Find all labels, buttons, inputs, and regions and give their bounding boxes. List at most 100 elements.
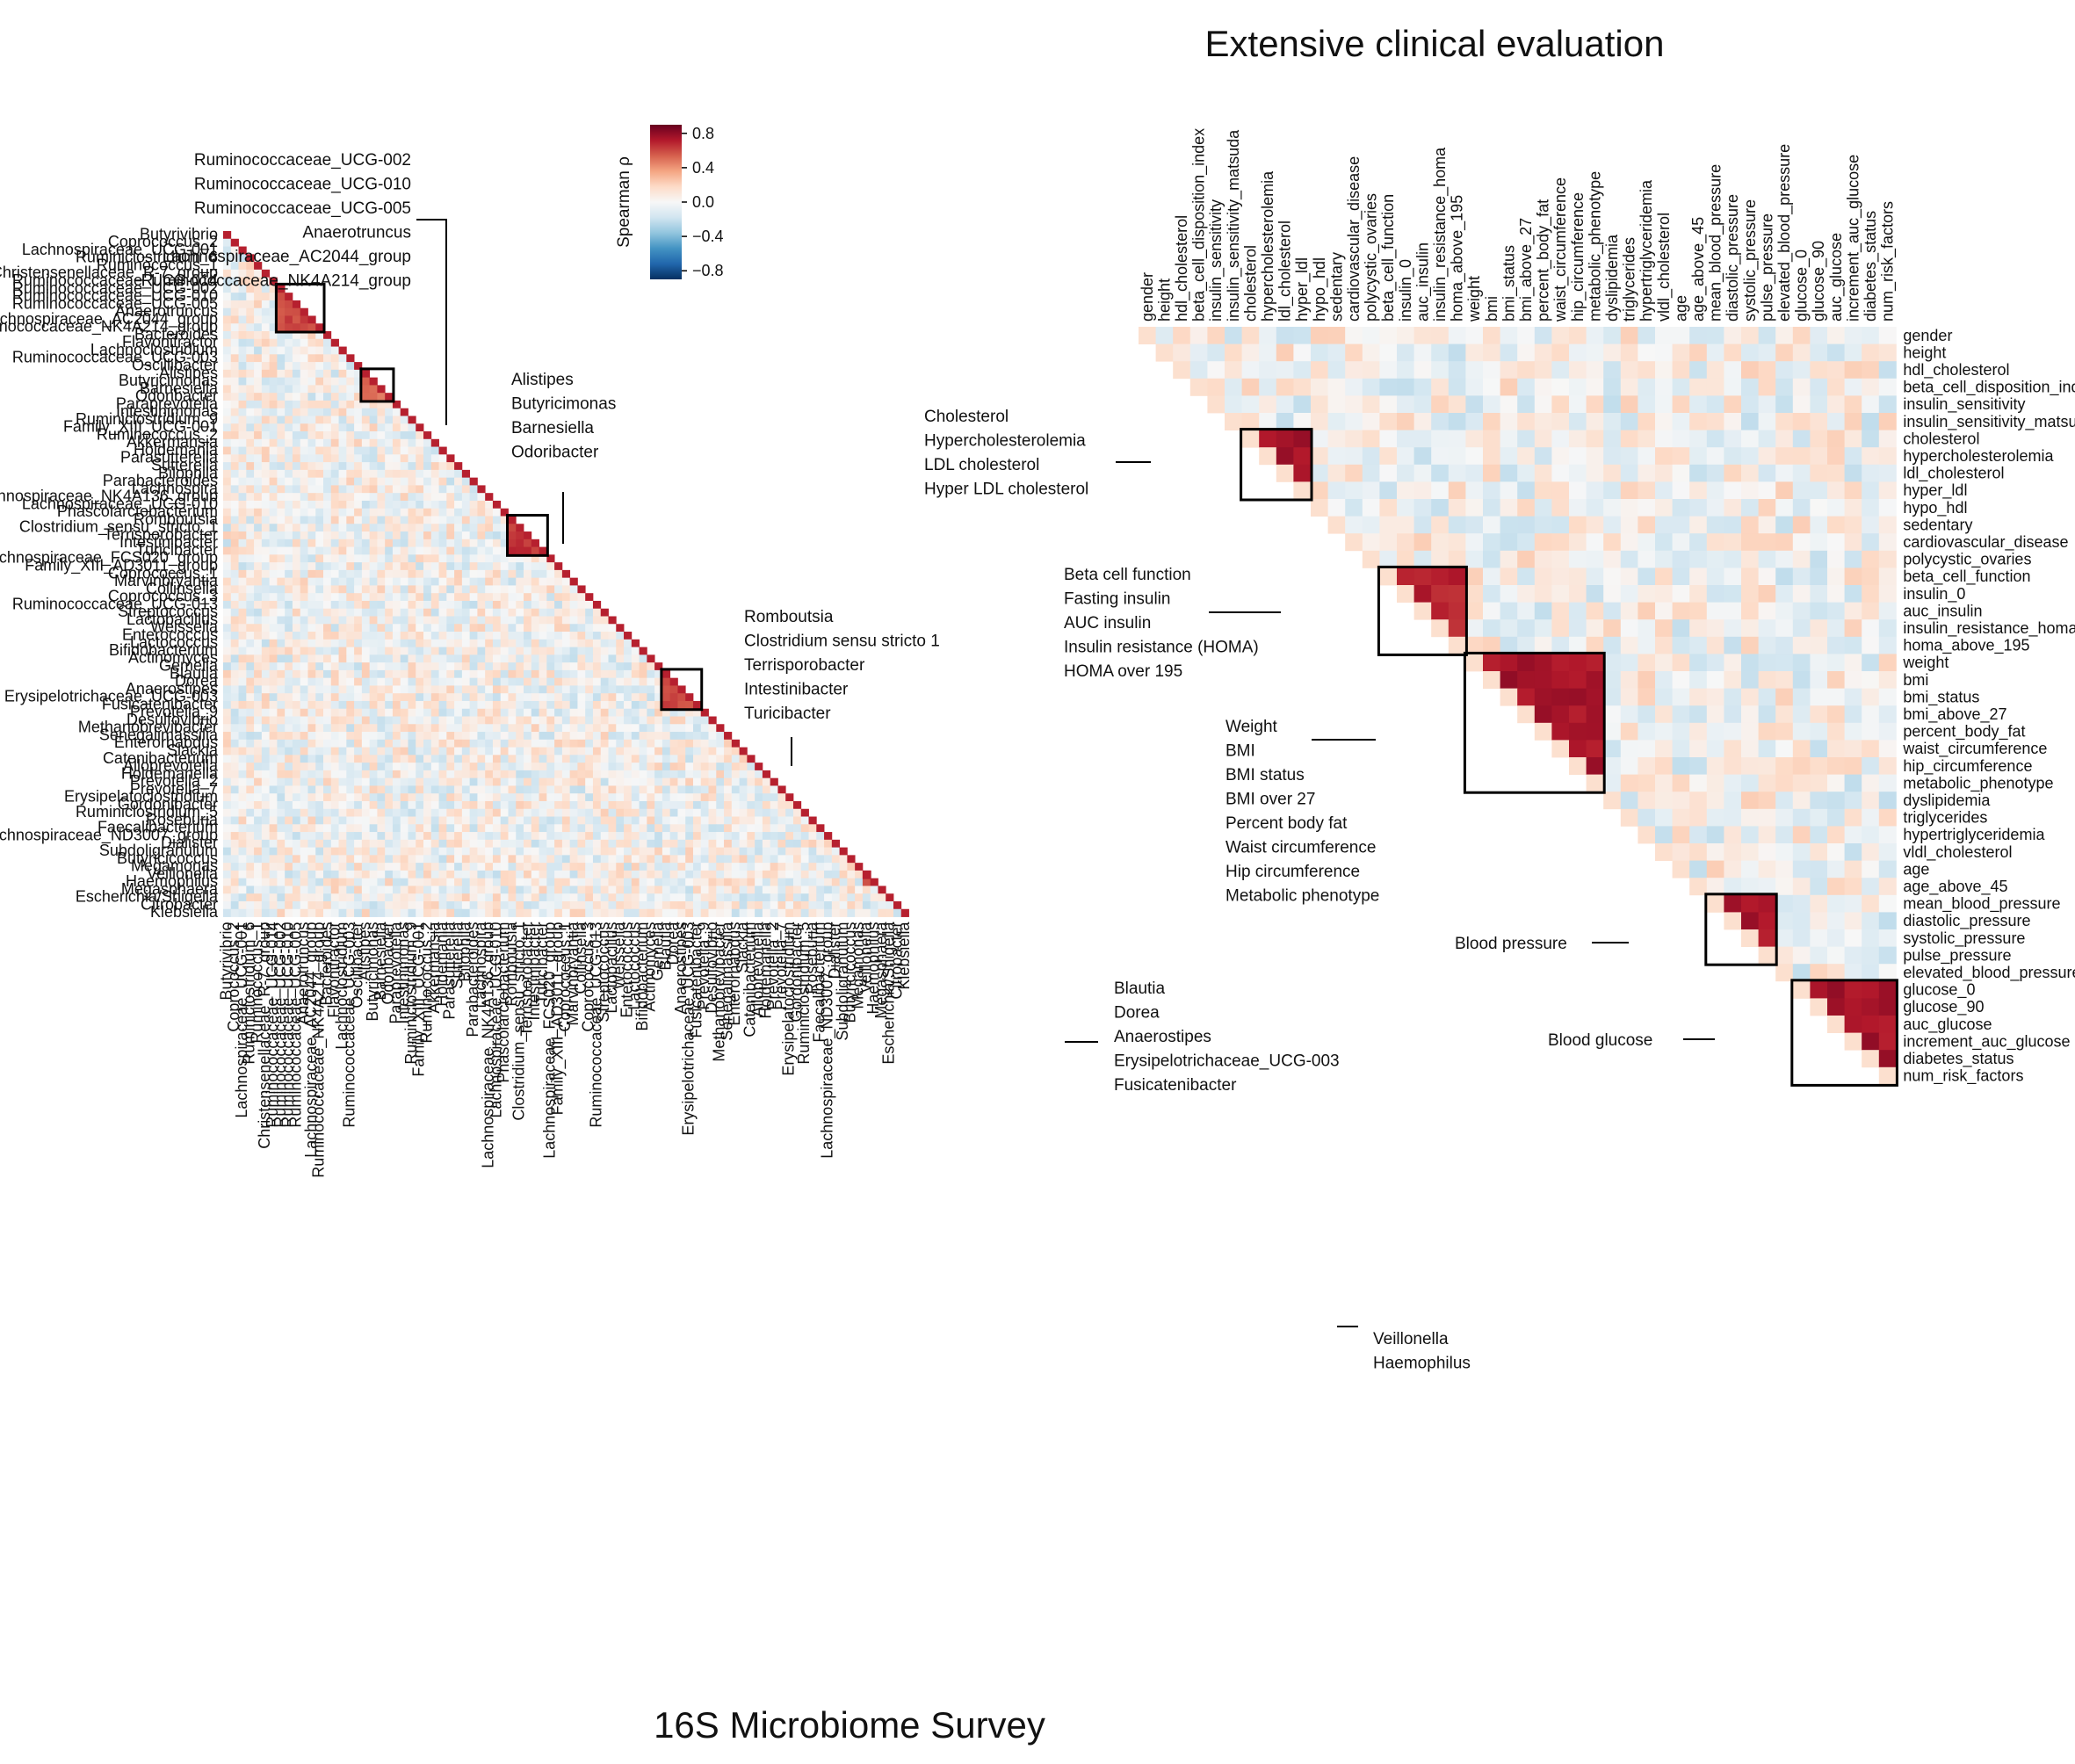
micro-cell — [300, 908, 308, 917]
micro-cell — [554, 700, 563, 710]
clin-col-label: hdl_cholesterol — [1173, 215, 1191, 322]
micro-cell — [685, 708, 694, 717]
micro-cell — [577, 900, 586, 910]
micro-cell — [238, 416, 247, 424]
micro-cell — [516, 677, 524, 686]
micro-cell — [292, 431, 301, 440]
micro-cell — [346, 685, 355, 694]
micro-cell — [500, 585, 509, 594]
micro-cell — [569, 662, 578, 671]
micro-cell — [755, 808, 763, 817]
micro-cell — [385, 739, 394, 748]
clin-cell — [1500, 361, 1518, 380]
micro-cell — [430, 539, 439, 547]
micro-cell — [300, 808, 308, 817]
micro-cell — [454, 516, 463, 524]
micro-col-label: Anaerotruncus — [294, 922, 312, 1025]
micro-cell — [739, 886, 748, 894]
micro-cell — [361, 832, 371, 841]
micro-cell — [261, 886, 271, 894]
micro-cell — [408, 624, 416, 633]
micro-cell — [246, 693, 255, 702]
micro-cell — [531, 685, 539, 694]
micro-cell — [369, 485, 378, 494]
clin-cell — [1655, 550, 1673, 568]
micro-cell — [261, 708, 271, 717]
micro-cell — [330, 724, 339, 733]
micro-cell — [569, 893, 578, 902]
micro-cell — [385, 393, 394, 401]
micro-cell — [546, 669, 555, 679]
clin-cell — [1810, 654, 1828, 672]
micro-cell — [685, 824, 694, 833]
micro-cell — [516, 685, 524, 694]
micro-cell — [739, 785, 748, 794]
micro-cell — [531, 832, 539, 841]
micro-cell — [461, 616, 471, 625]
micro-cell — [608, 886, 617, 894]
micro-cell — [377, 577, 386, 586]
micro-cell — [831, 863, 840, 871]
micro-cell — [724, 777, 733, 786]
micro-cell — [446, 893, 455, 902]
micro-cell — [624, 900, 633, 910]
micro-cell — [254, 577, 263, 586]
clin-cell — [1620, 671, 1638, 689]
micro-cell — [692, 724, 702, 733]
micro-cell — [577, 593, 586, 602]
micro-cell — [616, 793, 625, 802]
clin-cell — [1534, 688, 1552, 706]
micro-cell — [307, 770, 316, 779]
micro-cell — [647, 908, 655, 917]
micro-cell — [561, 662, 571, 671]
micro-cell — [338, 354, 347, 363]
micro-cell — [608, 732, 617, 741]
micro-cell — [323, 431, 332, 440]
micro-cell — [423, 855, 432, 864]
micro-cell — [577, 732, 586, 741]
clin-cell — [1741, 499, 1759, 517]
micro-cell — [238, 647, 247, 655]
clin-cell — [1724, 654, 1742, 672]
micro-cell — [469, 569, 478, 579]
micro-cell — [516, 554, 524, 563]
micro-cell — [446, 616, 455, 625]
micro-cell — [408, 808, 416, 817]
clin-cell — [1448, 602, 1466, 620]
micro-cell — [616, 863, 625, 871]
clin-cell — [1689, 447, 1708, 466]
micro-cell — [223, 524, 232, 532]
clin-cell — [1413, 499, 1432, 517]
clin-col-label: insulin_resistance_homa — [1431, 147, 1450, 322]
micro-cell — [692, 739, 702, 748]
micro-cell — [792, 839, 802, 848]
micro-cell — [669, 732, 678, 741]
micro-cell — [716, 739, 725, 748]
micro-cell — [285, 647, 293, 655]
micro-cell — [500, 516, 509, 524]
micro-cell — [785, 908, 794, 917]
micro-cell — [608, 770, 617, 779]
micro-cell — [454, 624, 463, 633]
micro-cell — [254, 886, 263, 894]
micro-cell — [677, 777, 686, 786]
micro-cell — [354, 755, 363, 763]
micro-cell — [408, 516, 416, 524]
micro-cell — [708, 908, 717, 917]
clin-cell — [1431, 327, 1450, 344]
micro-cell — [292, 469, 301, 479]
micro-cell — [269, 369, 278, 379]
micro-cell — [385, 431, 394, 440]
micro-cell — [246, 300, 255, 309]
micro-cell — [616, 816, 625, 825]
micro-cell — [592, 708, 602, 717]
micro-cell — [230, 832, 239, 841]
micro-cell — [708, 724, 717, 733]
micro-cell — [677, 770, 686, 779]
micro-cell — [739, 847, 748, 856]
micro-cell — [855, 863, 864, 871]
clin-cell — [1500, 447, 1518, 466]
micro-cell — [277, 569, 286, 579]
clin-cell — [1792, 464, 1811, 482]
micro-cell — [261, 870, 271, 879]
